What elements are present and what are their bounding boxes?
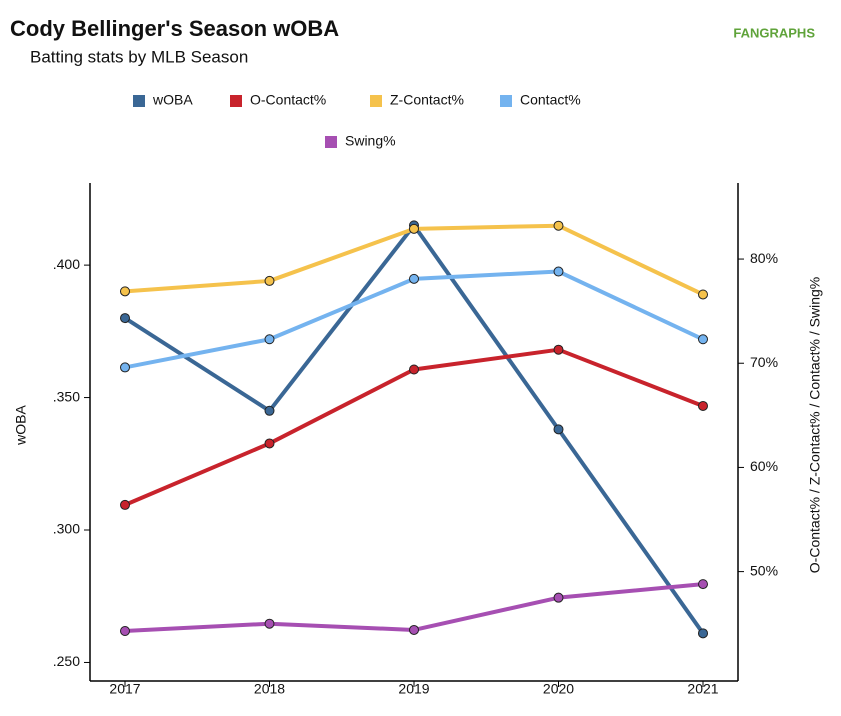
x-tick-label: 2017 bbox=[109, 681, 140, 697]
legend-swatch bbox=[370, 95, 382, 107]
legend-label: Swing% bbox=[345, 133, 396, 149]
y2-tick-label: 50% bbox=[750, 562, 778, 578]
data-point bbox=[120, 313, 130, 324]
y2-axis-label: O-Contact% / Z-Contact% / Contact% / Swi… bbox=[807, 277, 823, 573]
y-tick-label: .250 bbox=[53, 653, 80, 669]
series-line bbox=[124, 582, 704, 633]
chart-title: Cody Bellinger's Season wOBA bbox=[10, 16, 339, 41]
y2-tick-label: 70% bbox=[750, 354, 778, 370]
data-point bbox=[264, 438, 275, 449]
data-point bbox=[698, 579, 708, 590]
legend-swatch bbox=[500, 95, 512, 107]
data-point bbox=[553, 266, 564, 277]
data-point bbox=[264, 275, 275, 286]
x-tick-label: 2021 bbox=[687, 681, 718, 697]
legend-label: Z-Contact% bbox=[390, 92, 464, 108]
data-point bbox=[264, 618, 275, 629]
data-point bbox=[120, 499, 130, 510]
data-point bbox=[409, 223, 419, 234]
legend-swatch bbox=[325, 136, 337, 148]
data-point bbox=[553, 220, 564, 231]
data-point bbox=[264, 334, 275, 345]
legend-label: wOBA bbox=[152, 92, 193, 108]
chart-subtitle: Batting stats by MLB Season bbox=[30, 47, 248, 66]
y2-tick-label: 60% bbox=[750, 458, 778, 474]
data-point bbox=[698, 334, 708, 345]
legend-label: Contact% bbox=[520, 92, 581, 108]
data-point bbox=[120, 625, 130, 636]
data-point bbox=[698, 289, 708, 300]
y2-tick-label: 80% bbox=[750, 250, 778, 266]
logo: FANGRAPHS bbox=[733, 25, 815, 40]
data-point bbox=[553, 344, 564, 355]
legend-label: O-Contact% bbox=[250, 92, 326, 108]
y-tick-label: .300 bbox=[53, 521, 80, 537]
y-tick-label: .400 bbox=[53, 256, 80, 272]
data-point bbox=[553, 592, 564, 603]
data-point bbox=[120, 362, 130, 373]
y-tick-label: .350 bbox=[53, 388, 80, 404]
data-point bbox=[698, 400, 708, 411]
data-point bbox=[553, 424, 564, 435]
series-line bbox=[124, 223, 704, 297]
x-tick-label: 2018 bbox=[254, 681, 285, 697]
legend-swatch bbox=[133, 95, 145, 107]
legend-swatch bbox=[230, 95, 242, 107]
data-point bbox=[409, 364, 419, 375]
data-point bbox=[264, 405, 275, 416]
data-point bbox=[698, 628, 708, 639]
data-point bbox=[409, 624, 419, 635]
x-tick-label: 2020 bbox=[543, 681, 574, 697]
x-tick-label: 2019 bbox=[398, 681, 429, 697]
data-point bbox=[409, 273, 419, 284]
y-axis-label: wOBA bbox=[13, 405, 29, 446]
data-point bbox=[120, 286, 130, 297]
